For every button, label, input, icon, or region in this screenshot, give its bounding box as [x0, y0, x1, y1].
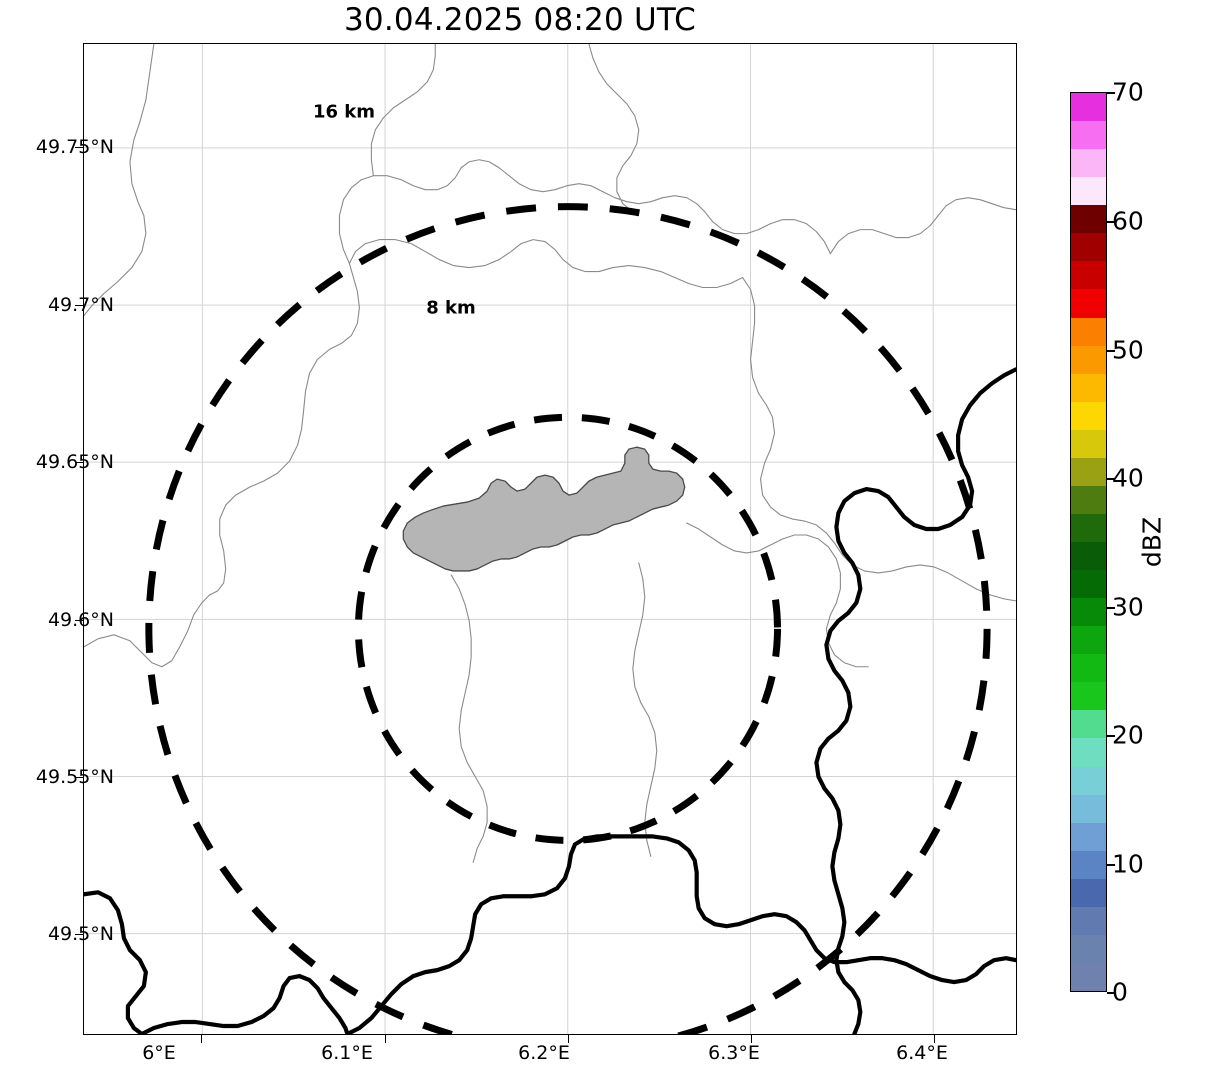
colorbar-tick-label-30: 30: [1112, 592, 1144, 622]
xtick-label-61: 6.1°E: [321, 1042, 373, 1064]
colorbar-tick-mark: [1107, 864, 1115, 866]
ytick-label-497: 49.7°N: [47, 294, 114, 316]
admin-boundaries: [84, 44, 1016, 863]
ytick-label-496: 49.6°N: [47, 609, 114, 631]
colorbar-tick-label-20: 20: [1112, 720, 1144, 750]
colorbar-band-5: [1071, 822, 1106, 851]
range-ring-label-16km: 16 km: [312, 101, 376, 123]
ytick-mark: [75, 620, 83, 621]
colorbar-band-6: [1071, 794, 1106, 823]
xtick-label-6: 6°E: [142, 1042, 176, 1064]
colorbar-band-19: [1071, 429, 1106, 458]
colorbar-tick-mark: [1107, 92, 1115, 94]
ytick-mark: [75, 305, 83, 306]
colorbar-band-8: [1071, 738, 1106, 767]
ytick-label-4965: 49.65°N: [35, 451, 114, 473]
colorbar-tick-mark: [1107, 221, 1115, 223]
radar-map-plot[interactable]: [83, 43, 1017, 1035]
colorbar-band-16: [1071, 513, 1106, 542]
colorbar-band-3: [1071, 878, 1106, 907]
colorbar-tick-mark: [1107, 607, 1115, 609]
colorbar-tick-label-50: 50: [1112, 335, 1144, 365]
colorbar-band-15: [1071, 542, 1106, 571]
colorbar-band-10: [1071, 682, 1106, 711]
range-ring-16km: [145, 203, 991, 1034]
xtick-mark: [201, 1035, 202, 1043]
colorbar-band-22: [1071, 345, 1106, 374]
range-ring-8km: [354, 413, 782, 844]
ytick-label-495: 49.5°N: [47, 923, 114, 945]
colorbar-band-25: [1071, 261, 1106, 290]
national-borders: [84, 367, 1016, 1034]
colorbar-tick-label-60: 60: [1112, 206, 1144, 236]
colorbar-tick-mark: [1107, 992, 1115, 994]
colorbar-band-14: [1071, 570, 1106, 599]
colorbar-tick-label-40: 40: [1112, 463, 1144, 493]
range-ring-label-8km: 8 km: [426, 297, 476, 319]
colorbar-band-23: [1071, 317, 1106, 346]
colorbar-band-21: [1071, 373, 1106, 402]
ytick-label-4975: 49.75°N: [35, 136, 114, 158]
colorbar-tick-mark: [1107, 735, 1115, 737]
colorbar-band-4: [1071, 850, 1106, 879]
colorbar-tick-label-70: 70: [1112, 77, 1144, 107]
colorbar-tick-mark: [1107, 350, 1115, 352]
xtick-label-64: 6.4°E: [896, 1042, 948, 1064]
colorbar-band-13: [1071, 598, 1106, 627]
ytick-mark: [75, 777, 83, 778]
colorbar-band-2: [1071, 906, 1106, 935]
xtick-label-62: 6.2°E: [518, 1042, 570, 1064]
colorbar-band-30: [1071, 121, 1106, 150]
luxembourg-city-polygon: [402, 446, 686, 572]
map-canvas: [84, 44, 1016, 1034]
xtick-mark: [385, 1035, 386, 1043]
colorbar-band-11: [1071, 654, 1106, 683]
ytick-mark: [75, 934, 83, 935]
colorbar-band-17: [1071, 485, 1106, 514]
xtick-mark: [568, 1035, 569, 1043]
colorbar-band-7: [1071, 766, 1106, 795]
ytick-mark: [75, 147, 83, 148]
colorbar-tick-mark: [1107, 478, 1115, 480]
colorbar-band-18: [1071, 457, 1106, 486]
colorbar-band-27: [1071, 205, 1106, 234]
colorbar-band-0: [1071, 962, 1106, 991]
colorbar-band-12: [1071, 626, 1106, 655]
colorbar-tick-label-0: 0: [1112, 977, 1128, 1007]
colorbar-title: dBZ: [1137, 516, 1167, 568]
colorbar-band-29: [1071, 149, 1106, 178]
ytick-mark: [75, 462, 83, 463]
colorbar[interactable]: [1070, 92, 1107, 992]
xtick-mark: [751, 1035, 752, 1043]
colorbar-band-9: [1071, 710, 1106, 739]
colorbar-band-1: [1071, 934, 1106, 963]
colorbar-band-31: [1071, 93, 1106, 122]
ytick-label-4955: 49.55°N: [35, 766, 114, 788]
colorbar-tick-label-10: 10: [1112, 849, 1144, 879]
colorbar-band-26: [1071, 233, 1106, 262]
xtick-label-63: 6.3°E: [708, 1042, 760, 1064]
xtick-mark: [934, 1035, 935, 1043]
colorbar-band-24: [1071, 289, 1106, 318]
colorbar-band-28: [1071, 177, 1106, 206]
colorbar-band-20: [1071, 401, 1106, 430]
range-rings: [145, 203, 991, 1034]
page-title: 30.04.2025 08:20 UTC: [344, 2, 696, 38]
